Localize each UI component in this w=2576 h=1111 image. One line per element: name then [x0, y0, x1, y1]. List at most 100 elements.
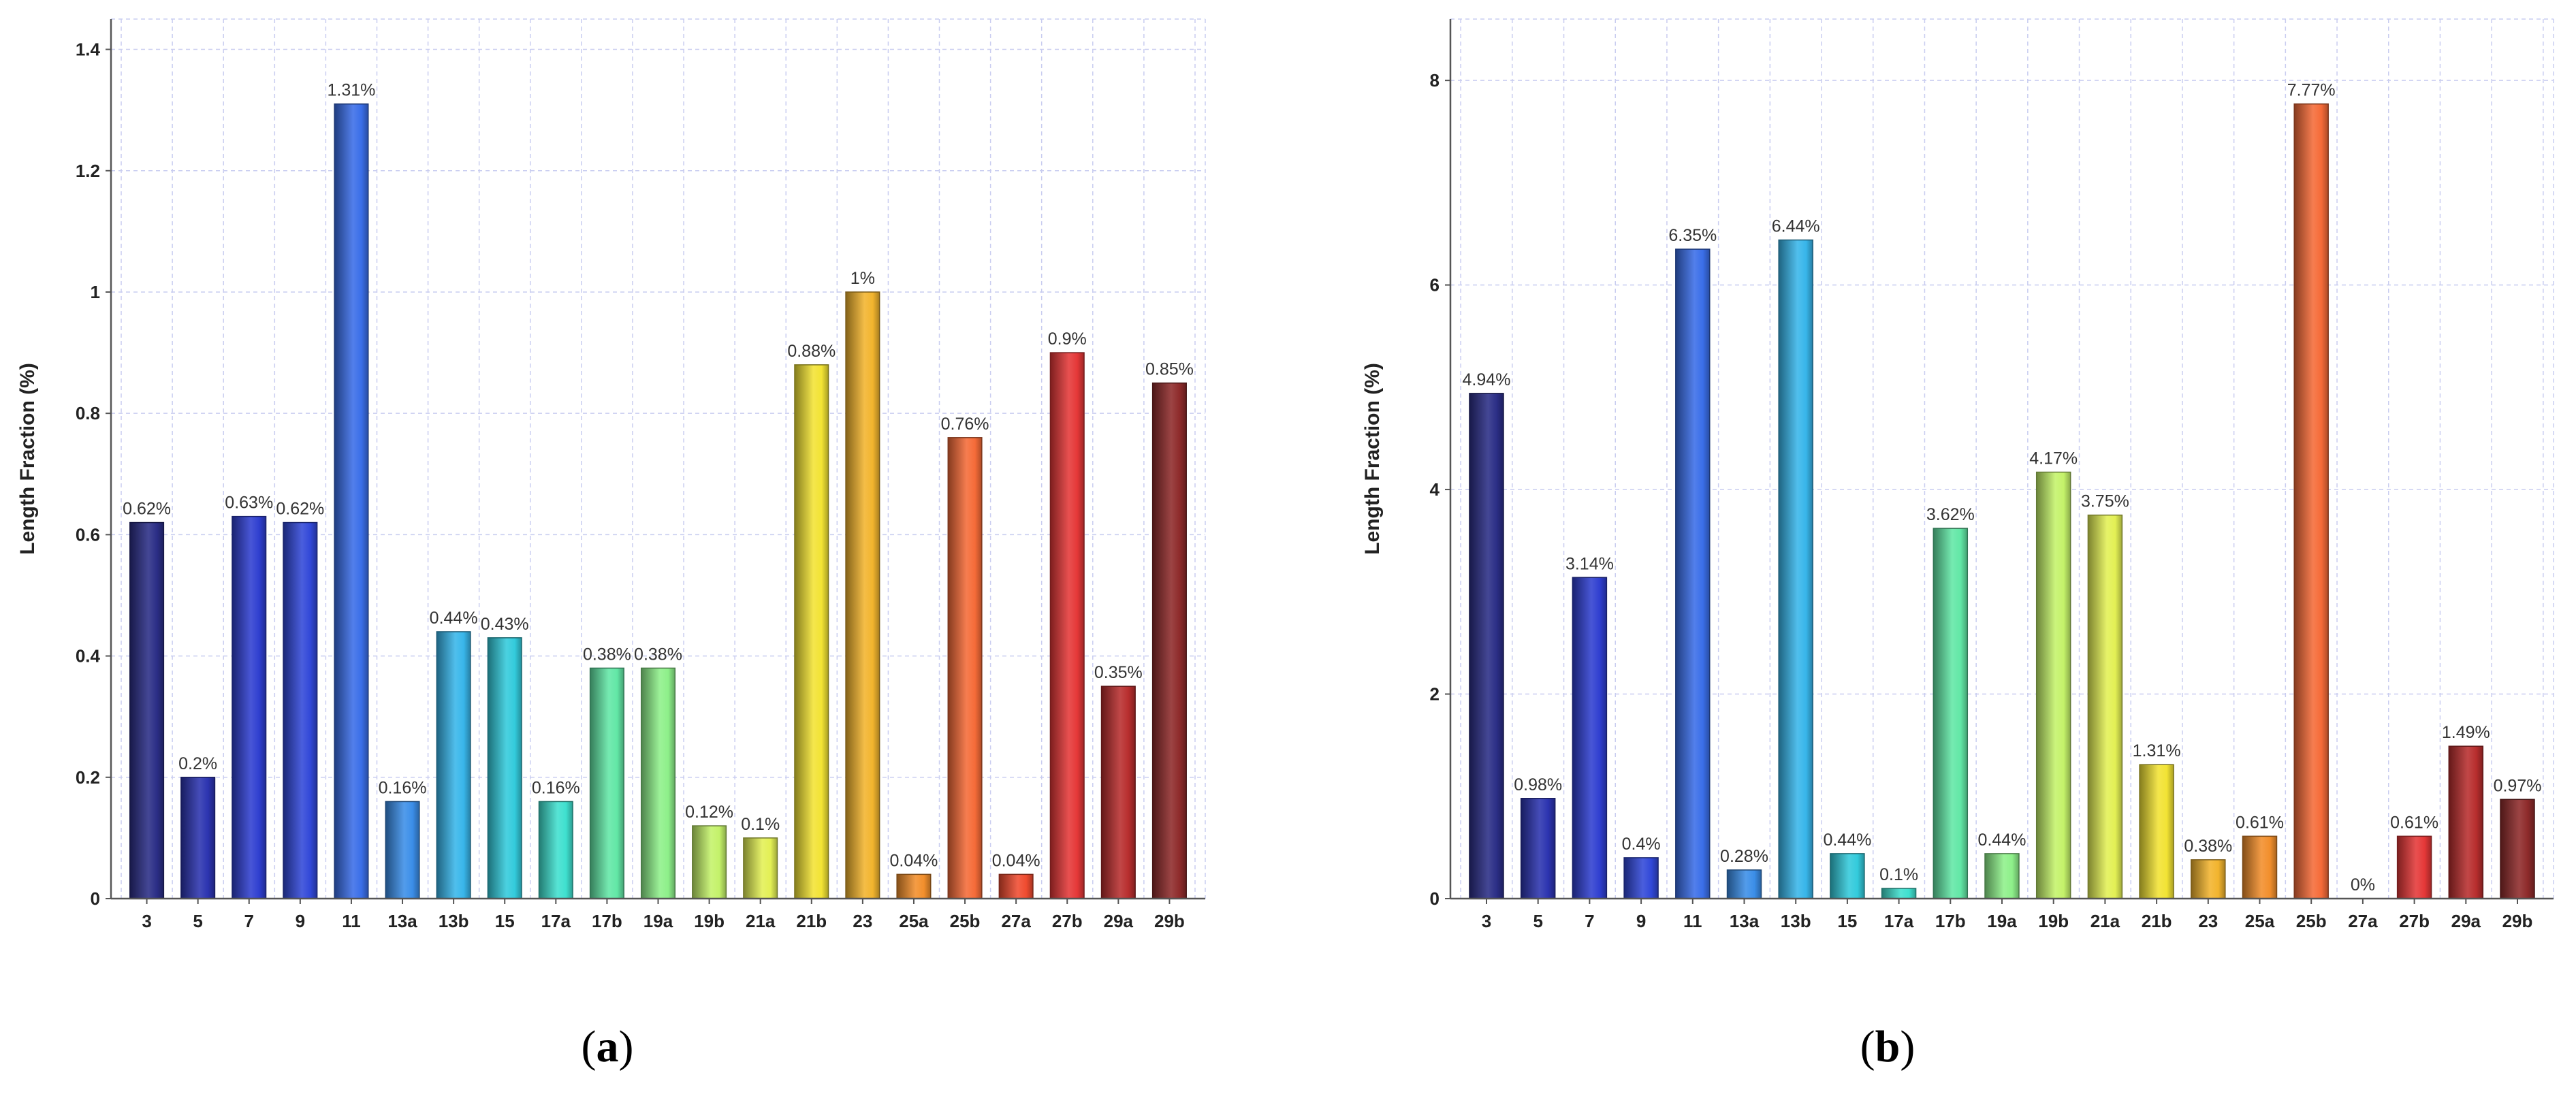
- x-tick-label: 15: [495, 911, 515, 931]
- data-label-5: 0.2%: [178, 754, 217, 773]
- x-tick-label: 25b: [950, 911, 981, 931]
- data-label-23: 1%: [850, 269, 875, 288]
- x-tick-label: 25b: [2296, 911, 2327, 931]
- bar-15: [1830, 853, 1865, 899]
- data-label-15: 0.44%: [1823, 831, 1871, 850]
- data-label-29a: 1.49%: [2442, 723, 2490, 742]
- x-tick-label: 9: [1636, 911, 1646, 931]
- data-label-27a: 0.04%: [992, 851, 1040, 870]
- bar-7: [1572, 577, 1608, 899]
- data-label-17a: 0.16%: [532, 778, 580, 797]
- x-tick-label: 5: [1533, 911, 1542, 931]
- y-tick-label: 4: [1430, 479, 1440, 500]
- bar-chart-b: 4.94% 3 0.98% 5 3.14% 7 0.4% 9 6.35% 11 0.28% 13a 6.…: [1361, 18, 2554, 931]
- data-label-13a: 0.16%: [379, 778, 427, 797]
- data-label-25a: 0.04%: [890, 851, 938, 870]
- y-tick-label: 0.8: [76, 403, 100, 423]
- x-tick-label: 11: [342, 911, 361, 931]
- data-label-29b: 0.85%: [1145, 360, 1194, 379]
- data-label-27b: 0.61%: [2390, 813, 2438, 832]
- bar-25a: [896, 873, 932, 899]
- bar-13b: [1778, 239, 1813, 899]
- x-tick-label: 25a: [2245, 911, 2275, 931]
- x-tick-label: 11: [1683, 911, 1702, 931]
- data-label-13a: 0.28%: [1720, 847, 1768, 866]
- chart-panel-b: 4.94% 3 0.98% 5 3.14% 7 0.4% 9 6.35% 11 0.28% 13a 6.…: [1287, 0, 2576, 1111]
- bar-17a: [538, 801, 573, 899]
- data-label-17a: 0.1%: [1879, 865, 1918, 884]
- bar-17b: [1933, 528, 1969, 899]
- bar-11: [334, 103, 369, 899]
- x-tick-label: 29b: [1154, 911, 1185, 931]
- bar-21b: [2139, 764, 2174, 899]
- x-tick-label: 27b: [1052, 911, 1083, 931]
- bar-chart-a: 0.62% 3 0.2% 5 0.63% 7 0.62% 9 1.31% 11 0.16% 13a 0.…: [16, 18, 1206, 931]
- x-tick-label: 9: [296, 911, 305, 931]
- data-label-21b: 0.88%: [787, 342, 836, 361]
- bar-13a: [385, 801, 420, 899]
- x-tick-label: 25a: [899, 911, 929, 931]
- bar-25b: [2293, 103, 2329, 899]
- data-label-3: 0.62%: [123, 500, 171, 519]
- bar-21b: [794, 364, 829, 899]
- x-tick-label: 27a: [1001, 911, 1031, 931]
- x-tick-label: 21a: [2090, 911, 2120, 931]
- bar-25a: [2242, 835, 2278, 899]
- data-label-21a: 3.75%: [2081, 492, 2129, 511]
- bar-29b: [1151, 382, 1187, 899]
- x-tick-label: 3: [142, 911, 151, 931]
- data-label-19b: 4.17%: [2029, 449, 2078, 468]
- data-label-17b: 3.62%: [1926, 505, 1975, 524]
- x-tick-label: 17b: [1935, 911, 1966, 931]
- x-tick-label: 7: [244, 911, 254, 931]
- y-tick-label: 0.4: [76, 646, 101, 666]
- x-tick-label: 19b: [2038, 911, 2069, 931]
- x-tick-label: 13b: [439, 911, 469, 931]
- bar-23: [2191, 859, 2226, 899]
- y-tick-label: 2: [1430, 684, 1440, 705]
- bar-21a: [743, 837, 778, 899]
- data-label-13b: 0.44%: [430, 609, 478, 628]
- bar-13a: [1726, 869, 1762, 899]
- bar-11: [1675, 248, 1711, 899]
- data-label-27b: 0.9%: [1048, 329, 1087, 349]
- y-tick-label: 0: [1430, 888, 1440, 909]
- y-tick-label: 1.2: [76, 161, 100, 181]
- data-label-29a: 0.35%: [1094, 663, 1143, 682]
- data-label-21b: 1.31%: [2133, 741, 2181, 760]
- data-label-7: 0.63%: [225, 494, 273, 513]
- x-tick-label: 17b: [592, 911, 622, 931]
- bar-5: [180, 777, 216, 899]
- bar-27a: [998, 873, 1034, 899]
- data-label-13b: 6.44%: [1772, 217, 1820, 236]
- data-label-25b: 0.76%: [941, 415, 989, 434]
- bar-19a: [1984, 853, 2020, 899]
- data-label-9: 0.62%: [276, 500, 324, 519]
- caption-b: (b): [1860, 1022, 1915, 1072]
- y-tick-label: 0.6: [76, 524, 100, 545]
- data-label-21a: 0.1%: [741, 815, 780, 834]
- bar-9: [1623, 857, 1659, 899]
- bar-25b: [947, 437, 983, 899]
- bar-29b: [2500, 799, 2535, 899]
- x-tick-label: 29a: [2451, 911, 2481, 931]
- data-label-11: 6.35%: [1668, 226, 1717, 245]
- x-tick-label: 21a: [746, 911, 776, 931]
- bar-3: [1469, 393, 1504, 899]
- bar-29a: [1100, 686, 1136, 899]
- x-tick-label: 23: [853, 911, 872, 931]
- x-tick-label: 21b: [796, 911, 827, 931]
- data-label-15: 0.43%: [481, 615, 529, 634]
- data-label-3: 4.94%: [1463, 370, 1511, 389]
- x-tick-label: 19a: [643, 911, 673, 931]
- caption-a: (a): [581, 1022, 634, 1072]
- y-tick-label: 8: [1430, 70, 1440, 91]
- data-label-9: 0.4%: [1622, 835, 1661, 854]
- x-tick-label: 3: [1482, 911, 1491, 931]
- x-tick-label: 19a: [1987, 911, 2017, 931]
- bar-17b: [589, 667, 624, 899]
- x-tick-label: 13a: [387, 911, 417, 931]
- data-label-25b: 7.77%: [2287, 81, 2336, 100]
- x-tick-label: 13a: [1730, 911, 1760, 931]
- bar-19b: [2035, 471, 2071, 899]
